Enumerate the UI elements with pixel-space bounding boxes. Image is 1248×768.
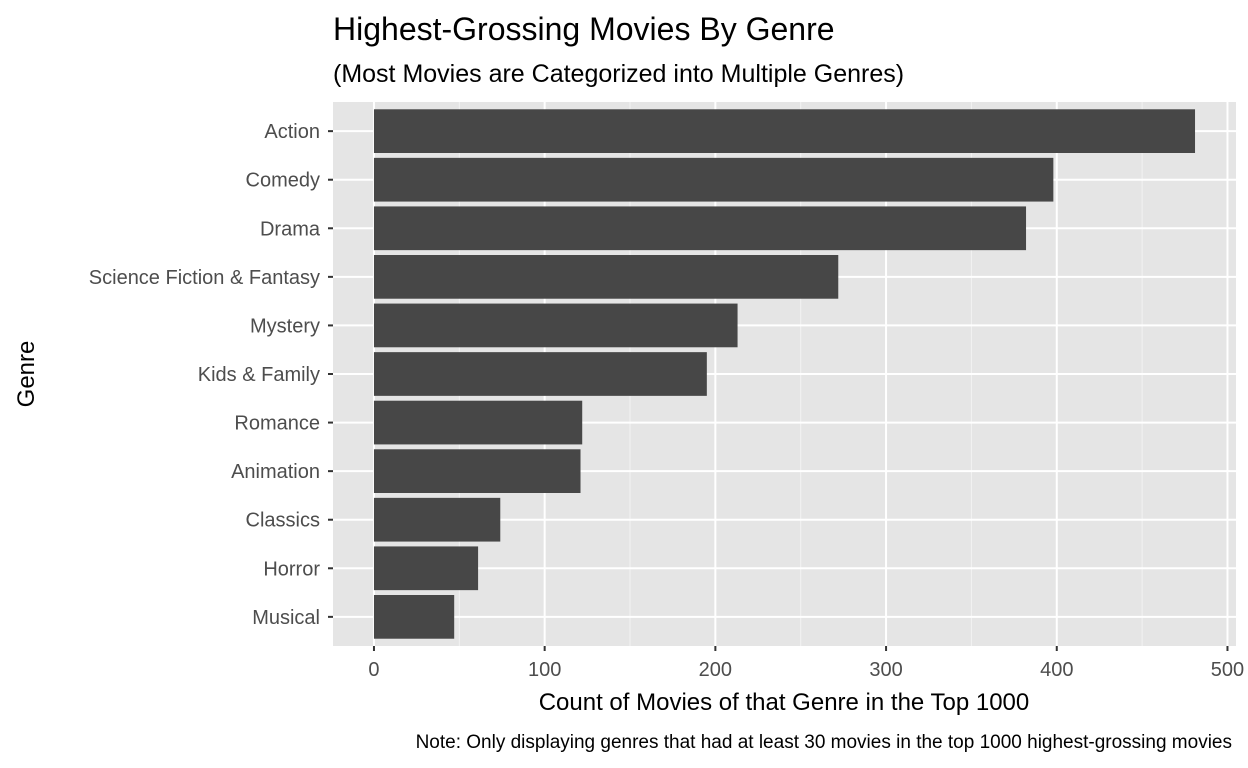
x-axis-title: Count of Movies of that Genre in the Top… [539,689,1030,716]
chart-caption: Note: Only displaying genres that had at… [416,732,1232,753]
bar-classics [373,497,501,542]
y-tick-label: Animation [231,461,320,483]
y-tick-label: Romance [234,413,320,435]
y-axis-title: Genre [13,341,40,408]
bar-musical [373,595,455,639]
y-tick-label: Action [264,121,320,143]
bar-science-fiction-fantasy [373,255,839,299]
bar-romance [373,400,583,445]
x-tick-label: 200 [699,659,732,681]
chart-subtitle: (Most Movies are Categorized into Multip… [333,60,904,88]
bars [373,109,1196,639]
bar-mystery [373,303,738,348]
bar-action [373,109,1196,153]
y-axis: Action Comedy Drama Science Fiction & Fanta… [89,121,333,629]
bar-drama [373,206,1027,251]
y-tick-label: Horror [263,558,320,580]
y-tick-label: Musical [252,607,320,629]
bar-horror [373,546,479,591]
bar-kids-family [373,352,707,396]
x-tick-label: 500 [1211,659,1244,681]
y-tick-label: Mystery [250,315,320,337]
bar-comedy [373,157,1054,202]
x-axis: 0 100 200 300 400 500 [368,646,1244,681]
y-tick-label: Comedy [246,170,320,192]
y-tick-label: Drama [260,218,321,240]
x-tick-label: 400 [1040,659,1073,681]
x-tick-label: 300 [869,659,902,681]
y-tick-label: Classics [246,510,320,532]
y-tick-label: Kids & Family [198,364,320,386]
chart-title: Highest-Grossing Movies By Genre [333,11,835,47]
x-tick-label: 0 [368,659,379,681]
bar-animation [373,449,581,493]
y-tick-label: Science Fiction & Fantasy [89,267,320,289]
x-tick-label: 100 [528,659,561,681]
